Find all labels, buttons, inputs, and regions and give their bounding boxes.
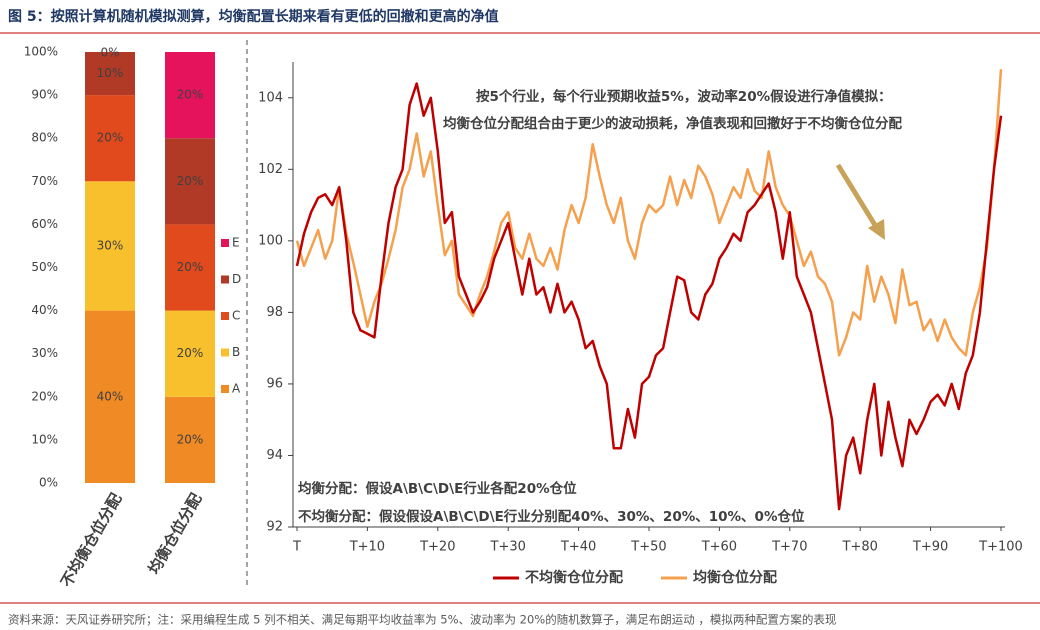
legend-label: D xyxy=(232,272,241,286)
legend-swatch xyxy=(221,348,229,357)
legend-label: 不均衡仓位分配 xyxy=(525,569,623,586)
y-tick-label: 94 xyxy=(266,448,283,463)
x-tick-label: 均衡仓位分配 xyxy=(145,490,206,577)
x-tick-label: T+70 xyxy=(771,540,807,555)
y-tick-label: 10% xyxy=(31,432,58,446)
bar-segment xyxy=(165,396,215,483)
y-tick-label: 30% xyxy=(31,346,58,360)
y-tick-label: 104 xyxy=(258,90,283,105)
y-tick-label: 100% xyxy=(24,45,58,59)
y-tick-label: 90% xyxy=(31,88,58,102)
legend-swatch xyxy=(221,239,229,247)
legend-label: C xyxy=(232,309,240,323)
y-tick-label: 60% xyxy=(31,217,58,231)
bar-segment xyxy=(85,52,135,96)
y-tick-label: 102 xyxy=(258,162,283,177)
bar-segment xyxy=(165,138,215,225)
x-tick-label: T+30 xyxy=(490,540,526,555)
source: 资料来源：天风证券研究所；注：采用编程生成 5 列不相关、满足每期平均收益率为 … xyxy=(8,613,836,627)
value-label: 20% xyxy=(177,346,204,360)
y-tick-label: 96 xyxy=(266,376,283,391)
value-label: 20% xyxy=(177,432,204,446)
figure-title: 图 5：按照计算机随机模拟测算，均衡配置长期来看有更低的回撤和更高的净值 xyxy=(8,8,499,25)
arrow-head xyxy=(868,219,885,240)
annotation: 均衡分配：假设A\B\C\D\E行业各配20%仓位 xyxy=(298,480,577,497)
bar-segment xyxy=(85,95,135,182)
legend-swatch xyxy=(221,275,229,284)
y-tick-label: 92 xyxy=(266,520,283,535)
bar-segment xyxy=(165,52,215,139)
value-label: 20% xyxy=(97,131,124,145)
x-tick-label: 不均衡仓位分配 xyxy=(57,490,125,590)
annotation: 按5个行业，每个行业预期收益5%，波动率20%假设进行净值模拟： xyxy=(476,88,892,105)
legend-label: B xyxy=(232,345,240,359)
x-tick-label: T+20 xyxy=(419,540,455,555)
value-label: 20% xyxy=(177,260,204,274)
bar-segment xyxy=(85,181,135,311)
value-label: 10% xyxy=(97,66,124,80)
x-tick-label: T+10 xyxy=(349,540,385,555)
x-tick-label: T+60 xyxy=(701,540,737,555)
x-tick-label: T+80 xyxy=(842,540,878,555)
y-tick-label: 80% xyxy=(31,131,58,145)
y-tick-label: 70% xyxy=(31,174,58,188)
legend-label: E xyxy=(232,236,240,250)
annotation: 不均衡分配：假设假设A\B\C\D\E行业分别配40%、30%、20%、10%、… xyxy=(298,508,805,525)
x-tick-label: T xyxy=(292,540,301,555)
legend-swatch xyxy=(221,385,229,393)
y-tick-label: 20% xyxy=(31,389,58,403)
value-label: 20% xyxy=(177,174,204,188)
value-label: 0% xyxy=(100,46,119,60)
y-tick-label: 98 xyxy=(266,305,283,320)
y-tick-label: 0% xyxy=(39,476,58,490)
x-tick-label: T+50 xyxy=(630,540,666,555)
value-label: 30% xyxy=(97,238,124,252)
bar-segment xyxy=(165,310,215,397)
x-tick-label: T+40 xyxy=(560,540,596,555)
legend-label: 均衡仓位分配 xyxy=(693,569,777,586)
line-series xyxy=(295,69,1003,357)
x-tick-label: T+90 xyxy=(912,540,948,555)
annotation: 均衡仓位分配组合由于更少的波动损耗，净值表现和回撤好于不均衡仓位分配 xyxy=(443,115,902,132)
x-tick-label: T+100 xyxy=(978,540,1023,555)
bar-segment xyxy=(85,310,135,483)
value-label: 20% xyxy=(177,88,204,102)
value-label: 40% xyxy=(97,389,124,403)
y-tick-label: 100 xyxy=(258,233,283,248)
arrow xyxy=(835,163,881,232)
y-tick-label: 40% xyxy=(31,303,58,317)
y-tick-label: 50% xyxy=(31,260,58,274)
legend-swatch xyxy=(221,312,229,320)
line-series xyxy=(295,82,1003,511)
legend-label: A xyxy=(232,382,241,396)
bar-segment xyxy=(165,224,215,311)
